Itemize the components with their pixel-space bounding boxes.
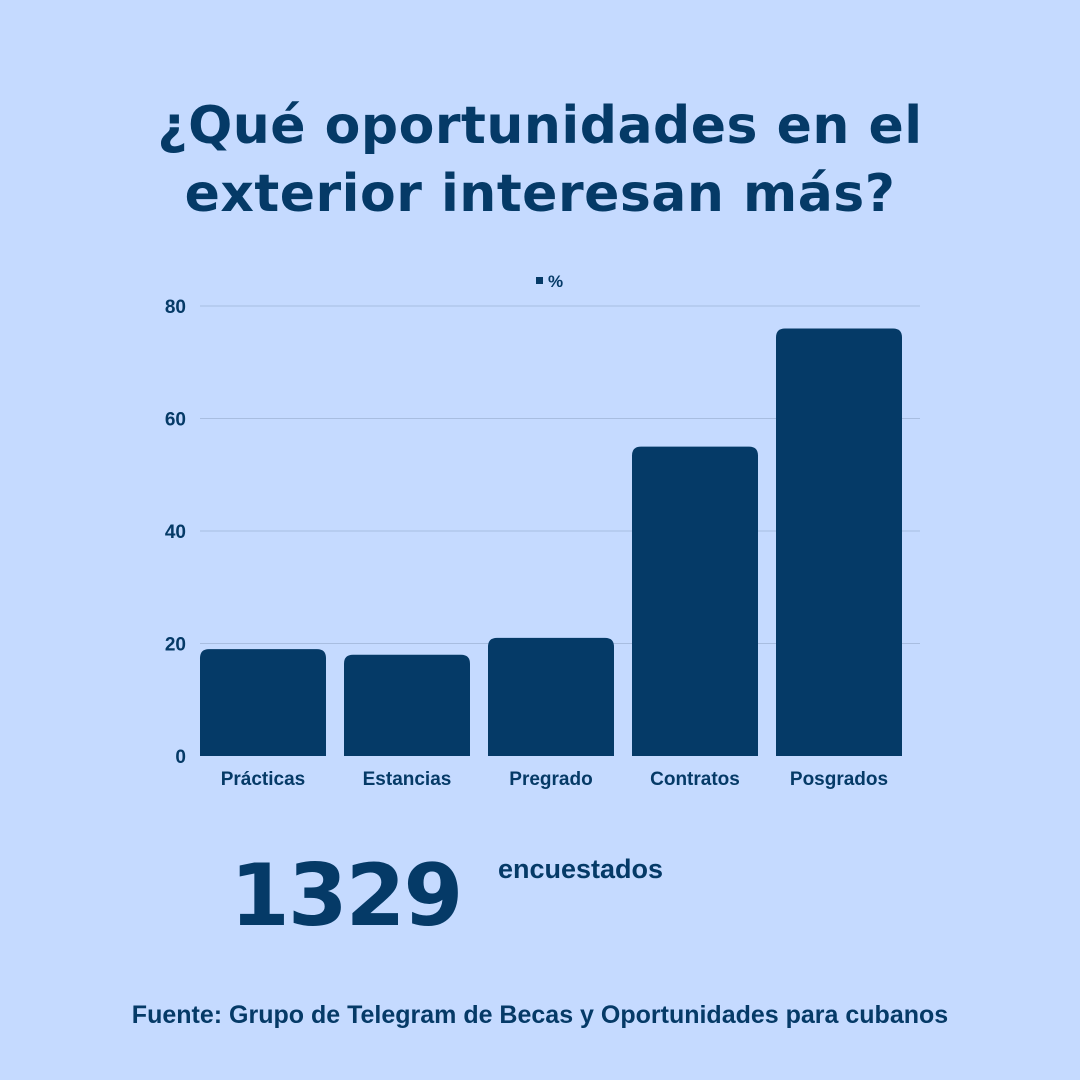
y-axis-tick-labels: 0 20 40 60 80: [165, 297, 186, 768]
chart-title-line-2: exterior interesan más?: [184, 164, 896, 224]
bar-estancias: [344, 654, 470, 756]
bar-chart: 0 20 40 60 80 Prácticas Estancias Pregrado Cont…: [165, 272, 920, 790]
bars: [200, 328, 902, 756]
y-tick-label: 80: [165, 297, 186, 318]
respondent-label: encuestados: [498, 854, 664, 884]
x-tick-label: Prácticas: [221, 769, 306, 790]
source-note: Fuente: Grupo de Telegram de Becas y Opo…: [131, 1001, 949, 1029]
x-tick-label: Posgrados: [790, 769, 888, 790]
y-tick-label: 40: [165, 522, 186, 543]
legend-label: %: [548, 272, 563, 291]
bar-posgrados: [776, 328, 902, 756]
respondent-count: 1329: [230, 846, 463, 946]
y-tick-label: 20: [165, 635, 186, 656]
y-tick-label: 60: [165, 410, 186, 431]
legend: %: [536, 272, 563, 291]
legend-swatch: [536, 277, 543, 284]
x-tick-label: Pregrado: [509, 769, 592, 790]
x-tick-label: Estancias: [363, 769, 452, 790]
x-tick-label: Contratos: [650, 769, 740, 790]
chart-title: ¿Qué oportunidades en el exterior intere…: [0, 92, 1080, 228]
x-axis-tick-labels: Prácticas Estancias Pregrado Contratos Posgr…: [221, 769, 888, 790]
bar-pregrado: [488, 637, 614, 756]
y-tick-label: 0: [175, 747, 186, 768]
chart-title-line-1: ¿Qué oportunidades en el: [157, 96, 923, 156]
bar-contratos: [632, 446, 758, 756]
bar-prácticas: [200, 649, 326, 756]
